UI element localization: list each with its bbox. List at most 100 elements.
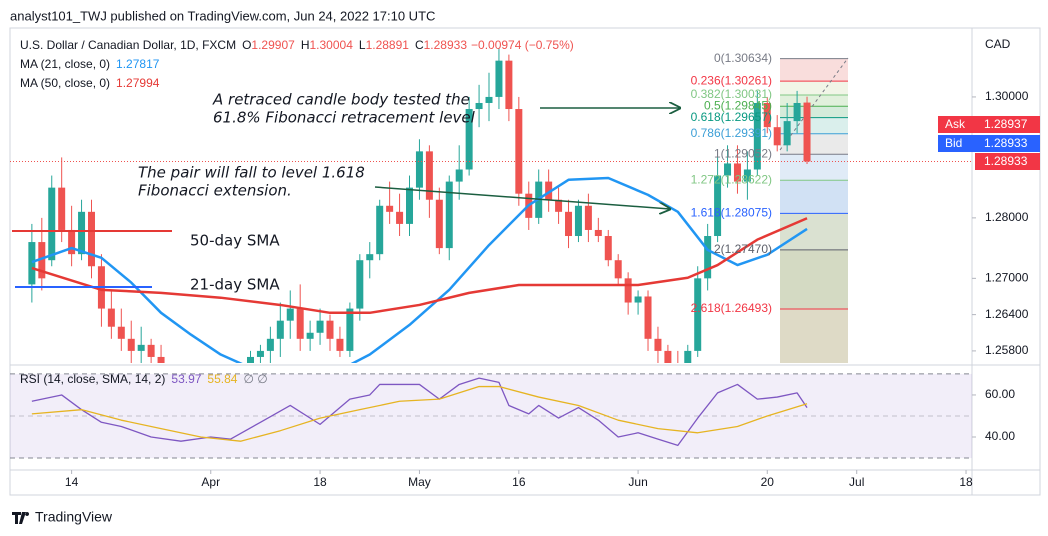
y-tick-label: 1.26400 [985, 307, 1029, 321]
candle-body [316, 320, 324, 333]
fib-band [780, 180, 848, 214]
rsi-name: RSI (14, close, SMA, 14, 2) [20, 372, 165, 386]
fib-tool [779, 57, 849, 363]
candle-body [763, 102, 771, 128]
candle-body [714, 175, 722, 237]
candle-body [366, 254, 374, 261]
ma50-legend: MA (50, close, 0) 1.27994 [20, 76, 160, 90]
candles [10, 48, 972, 363]
candle-body [127, 338, 135, 351]
rsi-value: 53.97 [171, 372, 201, 386]
fib-band [780, 213, 848, 250]
candle-body [743, 169, 751, 182]
candle-body [296, 308, 304, 339]
candle-body [594, 229, 602, 237]
candle-body [58, 187, 66, 230]
candle-body [286, 308, 294, 321]
candle-body [68, 229, 76, 255]
x-tick-label: Jun [628, 475, 647, 489]
candle-body [415, 151, 423, 188]
candle-body [326, 320, 334, 339]
ohlc: O1.29907 H1.30004 L1.28891 C1.28933 [242, 38, 467, 52]
candle-body [704, 236, 712, 279]
candle-body [584, 205, 592, 230]
rsi-extra: ∅ ∅ [243, 372, 267, 386]
x-tick-label: 16 [512, 475, 526, 489]
candle-body [684, 350, 692, 363]
last-price-box [975, 153, 1040, 170]
sma-label: 50-day SMA [190, 232, 280, 250]
currency: CAD [985, 37, 1011, 51]
candle-body [614, 260, 622, 279]
candle-body [753, 102, 761, 170]
last-price: 1.28933 [984, 154, 1028, 168]
candle-body [783, 121, 791, 146]
candle-body [256, 350, 264, 357]
candle-body [724, 163, 732, 176]
y-tick-label: 40.00 [985, 429, 1015, 443]
candle-body [773, 127, 781, 146]
candle-body [485, 96, 493, 103]
annotation: 61.8% Fibonacci retracement level [213, 109, 476, 127]
candle-body [78, 211, 86, 255]
fib-band [780, 133, 848, 155]
candle-body [555, 199, 563, 212]
bid-label: Bid [945, 136, 962, 150]
candle-body [346, 308, 354, 351]
candle-body [445, 181, 453, 249]
candle-body [306, 332, 314, 339]
fib-band [780, 95, 848, 107]
candle-body [107, 308, 115, 327]
fib-band [780, 309, 848, 363]
byline: analyst101_TWJ published on TradingView.… [10, 8, 435, 23]
candle-body [505, 60, 513, 110]
frame [9, 27, 1041, 496]
candle-body [644, 296, 652, 339]
candle-body [634, 296, 642, 303]
bid-value: 1.28933 [984, 136, 1028, 150]
y-tick-label: 1.28000 [985, 210, 1029, 224]
ask-box [938, 116, 1040, 133]
sma-label: 21-day SMA [190, 276, 280, 294]
rsi-band [10, 373, 972, 459]
ask-value: 1.28937 [984, 117, 1028, 131]
fib-band [780, 58, 848, 82]
candle-body [386, 205, 394, 212]
ma-value: 1.27994 [116, 76, 160, 90]
candle-body [356, 260, 364, 309]
annotation: The pair will fall to level 1.618 [138, 164, 365, 182]
candle-body [336, 338, 344, 351]
fib-label: 2.618(1.26493) [691, 301, 772, 315]
candle-body [435, 199, 443, 249]
bid-box [938, 135, 1040, 152]
candle-body [455, 169, 463, 182]
fib-label: 1.618(1.28075) [691, 206, 772, 220]
fib-band [780, 106, 848, 118]
candle-body [733, 163, 741, 182]
candle-body [565, 211, 573, 237]
ohlc-value: 1.29907 [251, 38, 295, 52]
series-line [31, 217, 808, 315]
ohlc-value: 1.28891 [366, 38, 410, 52]
ohlc-key: O [242, 38, 251, 52]
series-line [31, 176, 808, 363]
candle-body [694, 278, 702, 351]
symbol-title: U.S. Dollar / Canadian Dollar, 1D, FXCM [20, 38, 236, 52]
ma-value: 1.27817 [116, 57, 160, 71]
x-tick-label: 18 [313, 475, 327, 489]
candle-body [793, 102, 801, 122]
moving-averages [31, 176, 808, 363]
candle-body [515, 109, 523, 194]
x-tick-label: 14 [65, 475, 79, 489]
annotation: A retraced candle body tested the [212, 91, 470, 109]
fib-band [780, 81, 848, 96]
candle-body [406, 187, 414, 224]
candle-body [38, 242, 46, 279]
y-tick-label: 1.30000 [985, 89, 1029, 103]
arrow [374, 186, 670, 209]
fib-label: 0.618(1.29657) [691, 110, 772, 124]
fib-band [780, 249, 848, 310]
logo [12, 512, 30, 524]
ohlc-key: H [301, 38, 310, 52]
